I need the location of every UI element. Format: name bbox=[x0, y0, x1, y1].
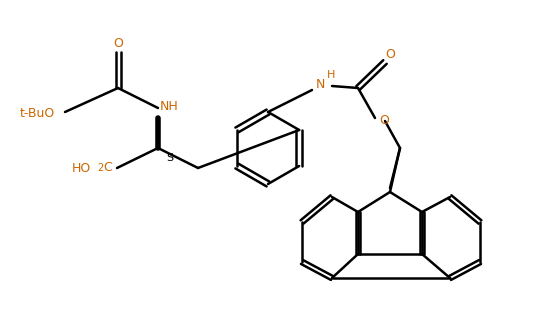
Text: NH: NH bbox=[160, 99, 179, 112]
Text: O: O bbox=[385, 48, 395, 61]
Text: HO: HO bbox=[72, 162, 91, 175]
Text: N: N bbox=[316, 78, 325, 91]
Text: 2: 2 bbox=[97, 163, 103, 173]
Text: O: O bbox=[379, 113, 389, 126]
Text: S: S bbox=[166, 153, 174, 163]
Text: H: H bbox=[327, 70, 335, 80]
Text: t-BuO: t-BuO bbox=[20, 107, 56, 120]
Text: C: C bbox=[103, 160, 112, 173]
Text: O: O bbox=[113, 36, 123, 49]
